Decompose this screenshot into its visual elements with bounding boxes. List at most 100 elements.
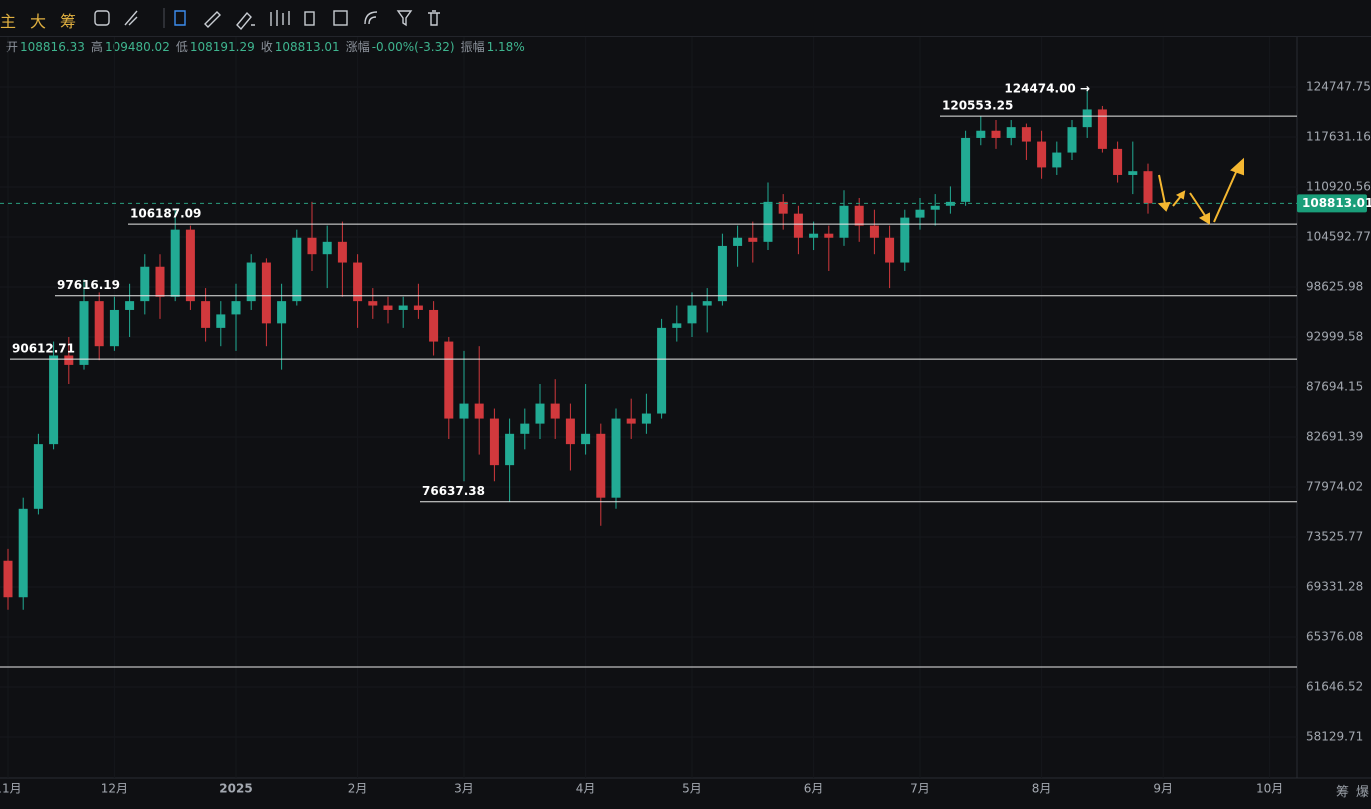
candle-body: [1128, 171, 1138, 175]
candle-body: [246, 262, 256, 302]
info-label: 开: [6, 40, 19, 54]
x-tick-label: 7月: [910, 782, 930, 796]
info-value: 108816.33: [20, 40, 85, 54]
candle-body: [809, 233, 819, 238]
icon[interactable]: [236, 11, 255, 31]
candle-body: [18, 508, 28, 598]
candle-body: [626, 418, 636, 424]
candle-body: [125, 301, 135, 310]
candle-body: [216, 314, 226, 328]
candle-body: [368, 301, 378, 306]
candle-body: [961, 137, 971, 202]
icon[interactable]: [428, 10, 440, 26]
icon[interactable]: [174, 10, 186, 26]
ohlc-info: 开 108816.33 高 109480.02 低 108191.29 收 108813.01…: [6, 38, 531, 55]
candle-body: [1097, 109, 1107, 149]
candle-body: [140, 266, 150, 302]
candle-body: [413, 305, 423, 310]
candle-body: [945, 201, 955, 206]
info-value: 108813.01: [274, 40, 340, 54]
icon[interactable]: [304, 11, 315, 26]
candle-body: [748, 237, 758, 242]
candle-body: [1113, 148, 1123, 175]
x-tick-label: 11月: [0, 782, 22, 796]
candle-body: [322, 241, 332, 255]
y-tick-label: 61646.52: [1306, 679, 1363, 693]
y-tick-label: 110920.56: [1306, 179, 1371, 193]
corner-button[interactable]: 爆: [1356, 785, 1370, 800]
candle-body: [1037, 141, 1047, 168]
candle-body: [763, 201, 773, 242]
icon[interactable]: [396, 10, 413, 27]
toolbar-button[interactable]: 筹: [60, 12, 77, 31]
y-tick-label: 65376.08: [1306, 629, 1363, 643]
info-label: 低: [175, 40, 188, 54]
candle-body: [976, 130, 986, 138]
x-tick-label: 2月: [348, 782, 368, 796]
y-tick-label: 58129.71: [1306, 729, 1363, 743]
corner-button[interactable]: 筹: [1336, 785, 1350, 800]
toolbar-button[interactable]: 主: [0, 12, 17, 31]
icon[interactable]: [333, 10, 348, 26]
candle-body: [1143, 171, 1153, 204]
candle-body: [383, 305, 393, 310]
candle-body: [170, 229, 180, 297]
candle-body: [1067, 127, 1077, 153]
last-price-label: 108813.01: [1302, 196, 1371, 210]
candle-body: [915, 209, 925, 218]
level-label: 106187.09: [130, 207, 201, 221]
candle-body: [1006, 127, 1016, 138]
icon[interactable]: [124, 10, 138, 26]
icon[interactable]: [364, 11, 378, 25]
annotation: 124474.00 →: [1004, 81, 1090, 95]
candle-body: [854, 205, 864, 226]
candle-body: [991, 130, 1001, 138]
candle-body: [201, 301, 211, 328]
info-value: 1.18%: [486, 40, 525, 54]
candle-body: [869, 225, 879, 238]
candle-body: [64, 355, 74, 365]
last-price-tag: [1297, 194, 1367, 213]
candle-body: [733, 237, 743, 246]
candle-body: [657, 327, 667, 414]
x-tick-label: 9月: [1153, 782, 1173, 796]
candle-body: [672, 323, 682, 328]
info-value: -0.00%(-3.32): [371, 40, 455, 54]
toolbar-button[interactable]: 大: [30, 12, 47, 31]
y-tick-label: 82691.39: [1306, 429, 1363, 443]
candle-body: [444, 341, 454, 419]
level-label: 90612.71: [12, 342, 75, 356]
candle-body: [459, 403, 469, 419]
level-label: 97616.19: [57, 278, 120, 292]
candle-body: [687, 305, 697, 324]
candle-body: [109, 309, 119, 347]
toolbar: 主 大 筹: [0, 0, 1371, 37]
x-tick-label: 6月: [804, 782, 824, 796]
info-label: 收: [260, 40, 273, 54]
info-value: 109480.02: [104, 40, 170, 54]
candle-body: [505, 433, 515, 466]
y-tick-label: 69331.28: [1306, 579, 1363, 593]
y-tick-label: 124747.75: [1306, 79, 1371, 93]
info-label: 高: [90, 40, 103, 54]
candle-body: [717, 245, 727, 302]
candle-body: [307, 237, 317, 255]
x-tick-label: 5月: [682, 782, 702, 796]
y-tick-label: 117631.16: [1306, 129, 1371, 143]
candle-body: [885, 237, 895, 263]
x-tick-label: 12月: [101, 782, 128, 796]
candle-body: [33, 444, 43, 509]
candle-body: [79, 301, 89, 365]
icon[interactable]: [270, 10, 290, 26]
candle-body: [474, 403, 484, 419]
candle-body: [839, 205, 849, 238]
candle-body: [793, 213, 803, 238]
info-value: 108191.29: [189, 40, 255, 54]
icon[interactable]: [204, 11, 221, 28]
icon[interactable]: [94, 10, 110, 26]
candle-body: [231, 301, 241, 315]
candle-body: [900, 217, 910, 263]
candle-body: [1052, 152, 1062, 168]
